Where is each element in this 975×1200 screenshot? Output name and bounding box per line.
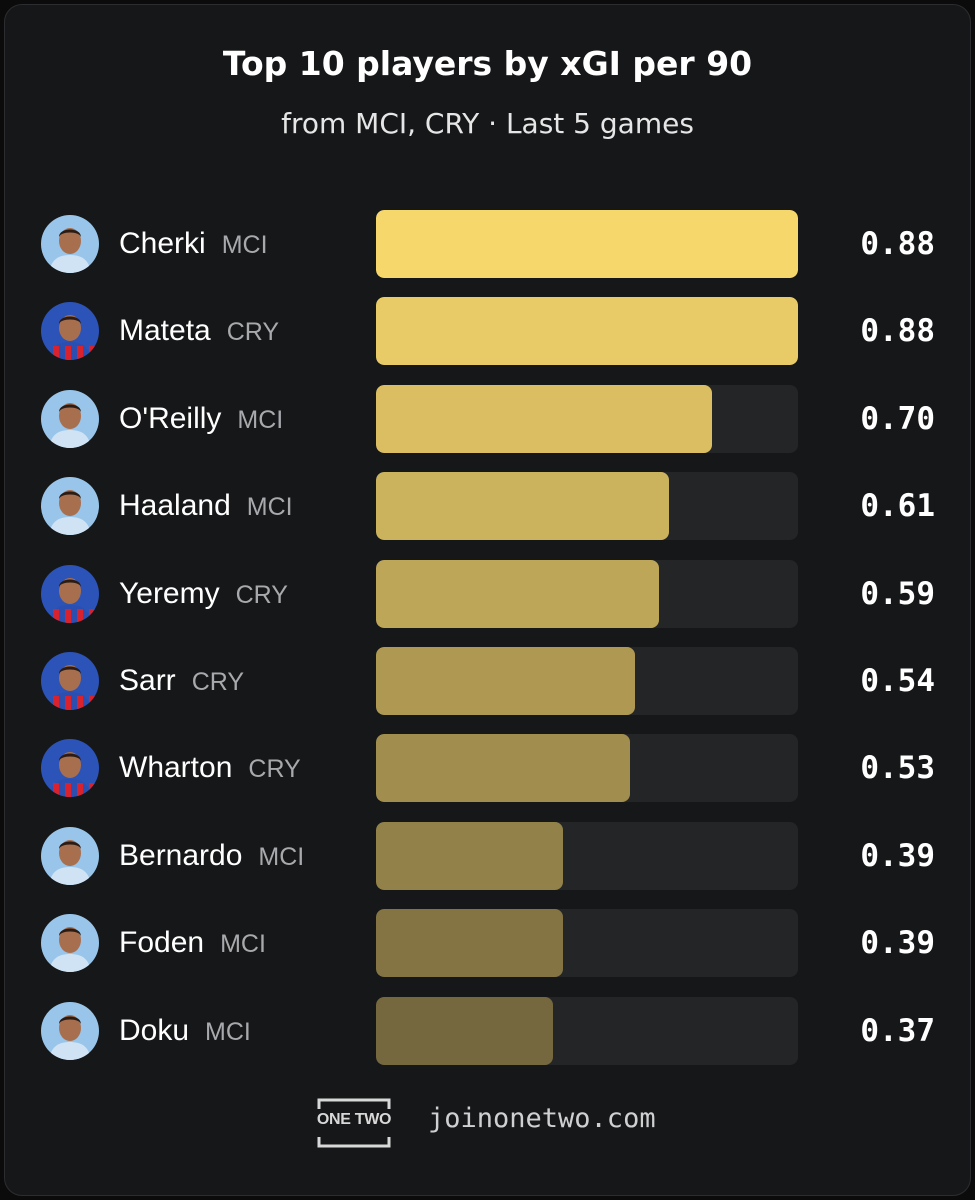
player-team: MCI: [221, 231, 268, 259]
player-name: Bernardo: [119, 838, 243, 872]
bar: [376, 821, 563, 890]
value-label: 0.61: [860, 488, 935, 525]
player-team: CRY: [248, 755, 301, 784]
player-avatar: [41, 302, 99, 361]
player-avatar: [41, 389, 99, 448]
player-team: CRY: [191, 668, 245, 696]
player-name: Haaland: [119, 489, 231, 523]
bar-track: [376, 909, 798, 978]
player-label: Yeremy CRY: [119, 572, 288, 616]
value-label: 0.54: [860, 663, 935, 699]
bar-track: [376, 734, 798, 803]
player-label: Sarr CRY: [119, 659, 244, 703]
player-label: Wharton CRY: [119, 746, 301, 790]
bar: [376, 559, 659, 628]
bar-row: Yeremy CRY 0.59: [0, 559, 975, 628]
bar-row: Haaland MCI 0.61: [0, 472, 975, 541]
bar-row: Sarr CRY 0.54: [0, 647, 975, 715]
logo-text: ONE TWO: [316, 1111, 392, 1128]
onetwo-logo: ONE TWO: [316, 1097, 392, 1149]
player-label: Foden MCI: [119, 921, 266, 965]
value-label: 0.88: [860, 313, 935, 350]
player-team: MCI: [205, 1017, 251, 1046]
player-name: Sarr: [119, 664, 176, 697]
player-team: MCI: [237, 405, 284, 434]
value-label: 0.70: [860, 400, 935, 437]
player-avatar: [41, 1001, 99, 1060]
value-label: 0.39: [860, 837, 935, 874]
player-name: Yeremy: [119, 576, 220, 610]
bar-track: [376, 559, 798, 628]
value-label: 0.37: [860, 1012, 935, 1049]
bar-track: [376, 210, 798, 278]
player-team: MCI: [220, 930, 266, 959]
player-name: Cherki: [119, 227, 206, 260]
bar: [376, 647, 635, 715]
player-team: MCI: [246, 493, 293, 522]
bar-row: Mateta CRY 0.88: [0, 297, 975, 366]
player-team: CRY: [226, 318, 280, 347]
bar-row: Doku MCI 0.37: [0, 996, 975, 1065]
player-avatar: [41, 826, 99, 885]
player-name: O'Reilly: [119, 401, 222, 435]
player-name: Doku: [119, 1013, 190, 1047]
player-avatar: [41, 914, 99, 973]
player-avatar: [41, 215, 99, 273]
player-label: Cherki MCI: [119, 222, 268, 266]
bar: [376, 996, 554, 1065]
bar-track: [376, 472, 798, 541]
player-label: Haaland MCI: [119, 484, 293, 528]
bar-row: Wharton CRY 0.53: [0, 734, 975, 803]
player-team: CRY: [235, 580, 288, 609]
bar-row: Bernardo MCI 0.39: [0, 821, 975, 890]
bar-track: [376, 384, 798, 453]
player-avatar: [41, 564, 99, 623]
player-name: Wharton: [119, 751, 233, 785]
player-avatar: [41, 652, 99, 710]
player-label: Mateta CRY: [119, 309, 279, 353]
bar: [376, 909, 563, 978]
player-avatar: [41, 477, 99, 536]
logo-frame-icon: [317, 1098, 391, 1148]
player-label: O'Reilly MCI: [119, 397, 283, 441]
player-name: Mateta: [119, 314, 211, 348]
player-team: MCI: [258, 842, 305, 871]
value-label: 0.59: [860, 575, 935, 612]
bar-track: [376, 647, 798, 715]
player-name: Foden: [119, 926, 205, 960]
player-label: Doku MCI: [119, 1009, 251, 1053]
player-label: Bernardo MCI: [119, 834, 304, 878]
bar: [376, 297, 798, 366]
bar-row: Cherki MCI 0.88: [0, 210, 975, 278]
bar-track: [376, 996, 798, 1065]
bar-row: O'Reilly MCI 0.70: [0, 384, 975, 453]
footer: ONE TWO joinonetwo.com: [0, 1097, 975, 1149]
bar-track: [376, 821, 798, 890]
chart-subtitle: from MCI, CRY · Last 5 games: [281, 107, 694, 140]
value-label: 0.53: [860, 750, 935, 787]
bar-row: Foden MCI 0.39: [0, 909, 975, 978]
bar: [376, 384, 712, 453]
site-link[interactable]: joinonetwo.com: [428, 1103, 656, 1134]
value-label: 0.88: [860, 226, 935, 262]
bar: [376, 210, 798, 278]
player-avatar: [41, 739, 99, 798]
value-label: 0.39: [860, 925, 935, 962]
bar-track: [376, 297, 798, 366]
bar: [376, 734, 631, 803]
chart-title: Top 10 players by xGI per 90: [222, 44, 753, 83]
bar: [376, 472, 669, 541]
